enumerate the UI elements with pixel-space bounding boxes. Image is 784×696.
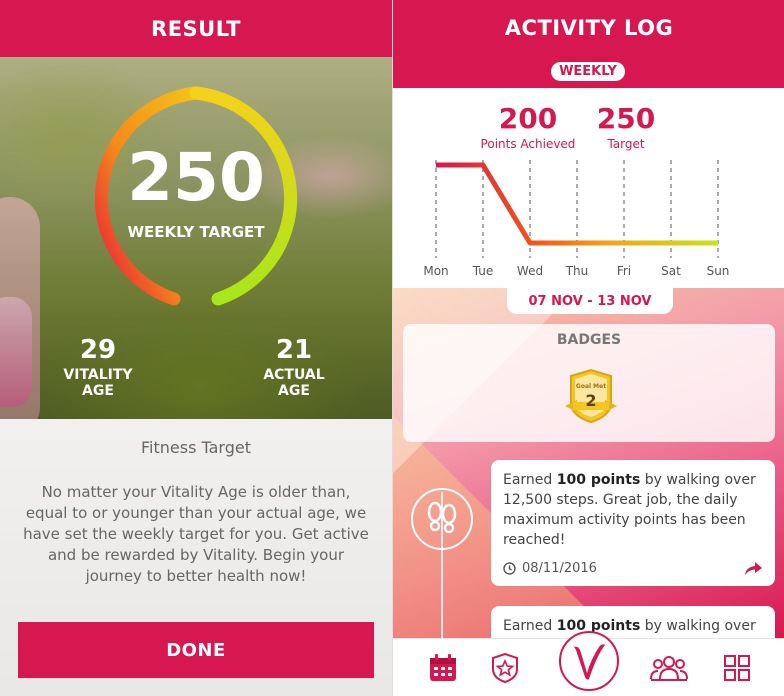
calendar-icon[interactable] (423, 651, 463, 685)
x-axis-label-fri: Fri (616, 264, 632, 278)
activity-feed-text: Earned 100 points by walking over 12,500… (503, 472, 756, 548)
done-button[interactable]: DONE (18, 622, 374, 678)
actual-age-value: 21 (275, 335, 313, 365)
result-title: RESULT (151, 16, 241, 41)
activity-feed-date: 08/11/2016 (503, 561, 597, 576)
activity-feed-item[interactable]: Earned 100 points by walking over 12,500… (491, 460, 775, 586)
date-range[interactable]: 07 NOV - 13 NOV (507, 288, 673, 314)
timeline-line (441, 492, 443, 638)
activity-log-title: ACTIVITY LOG (504, 16, 674, 40)
weekly-points-chart: 200 Points Achieved 250 Target Mon Tue Wed… (393, 88, 784, 288)
vitality-logo[interactable] (559, 631, 619, 691)
points-series-line (436, 162, 718, 246)
points-achieved-label: Points Achieved (480, 137, 576, 151)
fitness-target-description: No matter your Vitality Age is older tha… (23, 483, 369, 585)
hero-background: 250 WEEKLY TARGET 29 VITALITY AGE 21 ACT… (0, 57, 392, 419)
x-axis-label-wed: Wed (516, 264, 544, 278)
badge-star-icon[interactable] (485, 651, 525, 685)
weekly-target-value: 250 (127, 139, 265, 216)
x-axis-label-thu: Thu (565, 264, 589, 278)
community-icon[interactable] (649, 651, 689, 685)
line-chart (435, 160, 719, 258)
target-points: 250 Target (591, 102, 661, 151)
vitality-age-value: 29 (79, 335, 117, 365)
activity-feed-area: 07 NOV - 13 NOV BADGES Goal Met 2 (393, 288, 784, 638)
footsteps-icon (411, 488, 473, 550)
target-points-value: 250 (596, 102, 656, 135)
vitality-age-label: VITALITY AGE (63, 367, 133, 399)
badge-caption: Goal Met (576, 383, 606, 390)
target-points-label: Target (607, 137, 645, 151)
actual-age: 21 ACTUAL AGE (246, 335, 342, 399)
share-icon[interactable] (743, 560, 763, 576)
x-axis-label-tue: Tue (472, 264, 494, 278)
badges-title: BADGES (556, 332, 622, 348)
clock-icon (503, 562, 516, 575)
vitality-age: 29 VITALITY AGE (50, 335, 146, 399)
fitness-target-panel: Fitness Target No matter your Vitality A… (0, 419, 392, 696)
x-axis-label-mon: Mon (423, 264, 449, 278)
badges-card: BADGES Goal Met 2 (403, 324, 775, 442)
weekly-target-label: WEEKLY TARGET (127, 223, 265, 241)
badge-count: 2 (585, 391, 596, 410)
activity-feed-item[interactable]: Earned 100 points by walking over (491, 606, 775, 638)
fitness-target-title: Fitness Target (141, 438, 251, 457)
points-achieved-value: 200 (498, 102, 558, 135)
apps-grid-icon[interactable] (717, 651, 757, 685)
result-header: RESULT (0, 0, 392, 57)
bottom-navigation (393, 631, 784, 696)
period-selector[interactable]: WEEKLY (551, 62, 625, 81)
actual-age-label: ACTUAL AGE (263, 367, 325, 399)
x-axis-label-sat: Sat (661, 264, 681, 278)
activity-log-screen: ACTIVITY LOG WEEKLY 200 Points Achieved … (392, 0, 784, 696)
weekly-target-gauge (94, 86, 298, 306)
x-axis-label-sun: Sun (706, 264, 730, 278)
runner-shoe-image (0, 297, 32, 407)
goal-met-badge-icon[interactable]: Goal Met 2 (563, 366, 619, 424)
result-screen: RESULT 250 WEEKLY TARGET 29 (0, 0, 392, 696)
activity-feed-text: Earned 100 points by walking over (503, 618, 756, 634)
points-achieved: 200 Points Achieved (473, 102, 583, 151)
